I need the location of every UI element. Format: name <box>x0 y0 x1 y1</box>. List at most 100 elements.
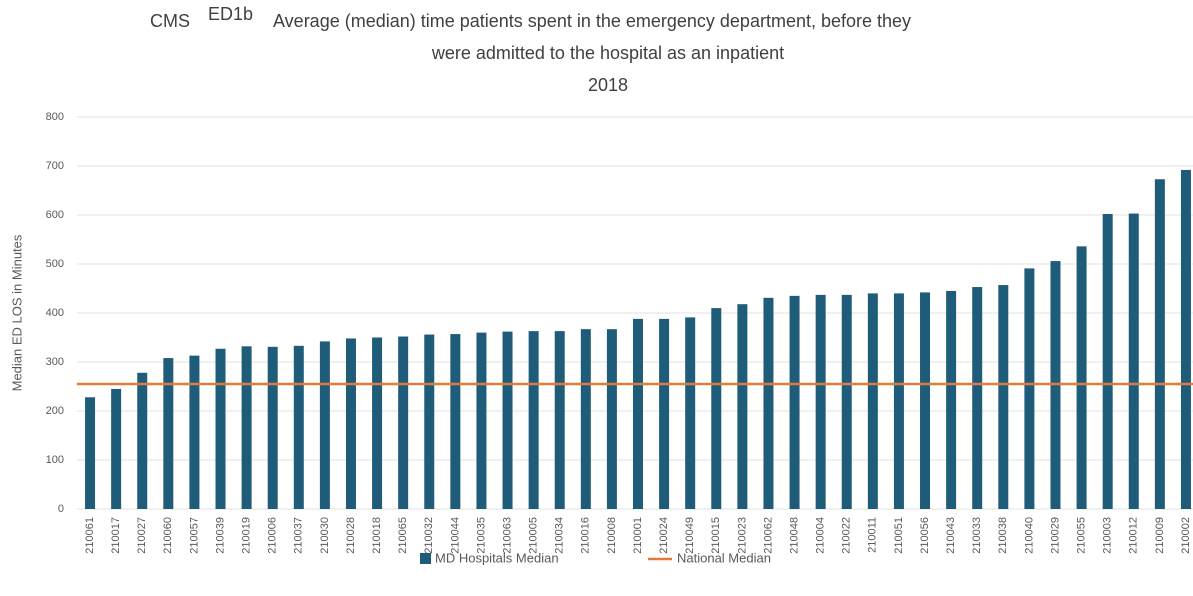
x-tick-label: 210043 <box>945 517 957 554</box>
bar <box>528 331 539 509</box>
x-tick-label: 210037 <box>293 517 305 554</box>
y-tick-label: 100 <box>46 454 64 466</box>
x-tick-label: 210012 <box>1128 517 1140 554</box>
x-tick-label: 210017 <box>110 517 122 554</box>
bar <box>659 318 670 509</box>
bar <box>189 355 200 509</box>
x-tick-label: 210001 <box>632 517 644 554</box>
y-tick-label: 200 <box>46 405 64 417</box>
x-tick-label: 210060 <box>162 517 174 554</box>
x-tick-label: 210006 <box>267 517 279 554</box>
bar <box>580 329 591 509</box>
title-line: 2018 <box>588 75 628 95</box>
bar <box>763 297 774 509</box>
x-tick-label: 210005 <box>528 517 540 554</box>
bar <box>450 334 461 509</box>
bar <box>267 346 278 509</box>
bar <box>215 348 226 509</box>
bar <box>476 332 487 509</box>
bar <box>293 345 304 509</box>
bar <box>972 287 983 509</box>
x-tick-label: 210028 <box>345 517 357 554</box>
bar <box>111 388 122 509</box>
x-tick-label: 210055 <box>1075 517 1087 554</box>
x-tick-label: 210016 <box>580 517 592 554</box>
y-tick-label: 300 <box>46 356 64 368</box>
bar <box>867 293 878 509</box>
bar <box>1024 268 1035 509</box>
x-tick-label: 210032 <box>423 517 435 554</box>
bar <box>345 338 356 509</box>
x-tick-label: 210056 <box>919 517 931 554</box>
bar <box>398 336 409 509</box>
bar <box>1154 179 1165 510</box>
x-tick-label: 210030 <box>319 517 331 554</box>
x-tick-label: 210039 <box>214 517 226 554</box>
x-tick-label: 210062 <box>762 517 774 554</box>
x-tick-label: 210049 <box>684 517 696 554</box>
x-tick-label: 210004 <box>815 517 827 554</box>
x-tick-label: 210048 <box>788 517 800 554</box>
x-tick-label: 210033 <box>971 517 983 554</box>
y-axis-label: Median ED LOS in Minutes <box>9 234 24 391</box>
bar <box>946 290 957 509</box>
bar <box>841 294 852 509</box>
x-tick-label: 210024 <box>658 517 670 554</box>
x-tick-label: 210002 <box>1180 517 1192 554</box>
title-prefix: CMS <box>150 11 190 31</box>
bar <box>1076 246 1087 510</box>
bar <box>424 334 435 509</box>
x-tick-label: 210009 <box>1154 517 1166 554</box>
x-tick-label: 210051 <box>893 517 905 554</box>
title-line: were admitted to the hospital as an inpa… <box>431 43 784 63</box>
x-tick-label: 210022 <box>841 517 853 554</box>
x-tick-label: 210023 <box>736 517 748 554</box>
bar <box>1180 169 1191 510</box>
bar <box>137 372 148 509</box>
title-line: Average (median) time patients spent in … <box>273 11 911 31</box>
bar <box>241 346 252 509</box>
x-tick-label: 210015 <box>710 517 722 554</box>
x-tick-label: 210057 <box>188 517 200 554</box>
title-code: ED1b <box>208 4 253 24</box>
x-tick-label: 210018 <box>371 517 383 554</box>
bar <box>163 358 174 509</box>
bar <box>85 397 96 509</box>
bar <box>633 318 643 509</box>
bar <box>502 331 513 509</box>
x-tick-label: 210065 <box>397 517 409 554</box>
legend-label: National Median <box>677 550 771 565</box>
bar <box>789 295 800 509</box>
bar <box>893 293 904 509</box>
bar <box>372 337 383 509</box>
x-tick-label: 210029 <box>1049 517 1061 554</box>
bar <box>685 317 696 509</box>
bar <box>711 308 722 509</box>
y-tick-label: 400 <box>46 307 64 319</box>
x-tick-label: 210038 <box>997 517 1009 554</box>
x-tick-label: 210040 <box>1023 517 1035 554</box>
y-tick-label: 0 <box>58 503 64 515</box>
x-tick-label: 210035 <box>475 517 487 554</box>
legend-swatch <box>420 553 431 564</box>
x-tick-label: 210034 <box>554 517 566 554</box>
bar <box>998 285 1009 509</box>
bar <box>1102 214 1113 509</box>
x-tick-label: 210061 <box>84 517 96 554</box>
bar <box>319 341 330 509</box>
bar <box>554 331 565 509</box>
bar <box>737 304 748 509</box>
bar <box>606 329 617 509</box>
bar <box>1128 213 1139 509</box>
y-tick-label: 700 <box>46 160 64 172</box>
bar <box>815 294 826 509</box>
y-tick-label: 800 <box>46 111 64 123</box>
x-tick-label: 210011 <box>867 517 879 553</box>
x-tick-label: 210044 <box>449 517 461 554</box>
bar <box>920 292 931 509</box>
y-tick-label: 500 <box>46 258 64 270</box>
x-tick-label: 210027 <box>136 517 148 554</box>
y-tick-label: 600 <box>46 209 64 221</box>
x-tick-label: 210008 <box>606 517 618 554</box>
